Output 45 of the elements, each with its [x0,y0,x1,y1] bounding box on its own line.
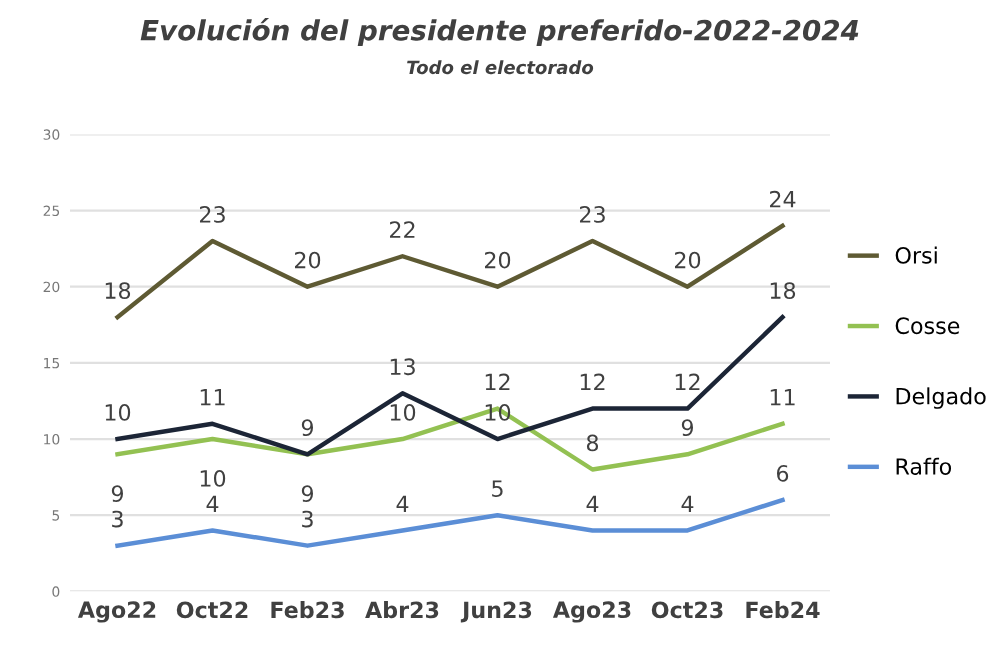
data-label: 23 [579,206,605,223]
data-label: 9 [111,485,124,503]
data-label: 5 [492,480,503,498]
x-tick-label: Oct22 [176,601,248,619]
data-label: 12 [580,373,605,391]
x-tick-label: Feb24 [746,601,820,619]
data-label: 20 [294,251,321,269]
legend-label: Cosse [895,317,960,335]
data-label: 24 [769,190,796,208]
data-label: 20 [484,251,511,269]
x-tick-label: Feb23 [271,601,344,619]
legend-label: Delgado [896,387,986,409]
chart-subtitle: Todo el electorado [407,60,594,75]
data-label: 4 [396,495,409,512]
data-label: 10 [390,404,416,421]
chart-title: Evolución del presidente preferido-2022-2024 [140,18,859,47]
x-tick-label: Jun23 [460,601,532,623]
legend-label: Raffo [896,457,952,475]
data-label: 12 [485,373,510,391]
data-label: 20 [674,251,701,269]
data-label: 10 [105,404,131,421]
data-label: 11 [200,389,225,406]
data-label: 4 [586,495,599,512]
data-label: 4 [206,495,219,512]
data-label: 18 [770,282,796,299]
data-label: 9 [301,485,314,503]
data-label: 22 [389,221,415,238]
data-label: 4 [681,495,694,512]
x-tick-label: Ago22 [77,601,156,623]
x-tick-label: Ago23 [552,601,631,623]
data-label: 23 [199,206,225,223]
data-label: 8 [586,434,599,452]
data-label: 9 [681,419,694,437]
data-label: 6 [776,464,789,482]
data-label: 10 [200,469,226,487]
data-label: 12 [675,373,700,391]
data-label: 18 [105,282,131,299]
data-label: 13 [390,358,415,376]
x-tick-label: Oct23 [651,601,723,619]
x-tick-label: Abr23 [365,601,439,619]
data-label: 11 [770,389,795,406]
data-label: 9 [301,419,314,437]
data-label: 3 [112,510,123,528]
data-label: 3 [302,510,313,528]
legend-label: Orsi [895,246,937,264]
